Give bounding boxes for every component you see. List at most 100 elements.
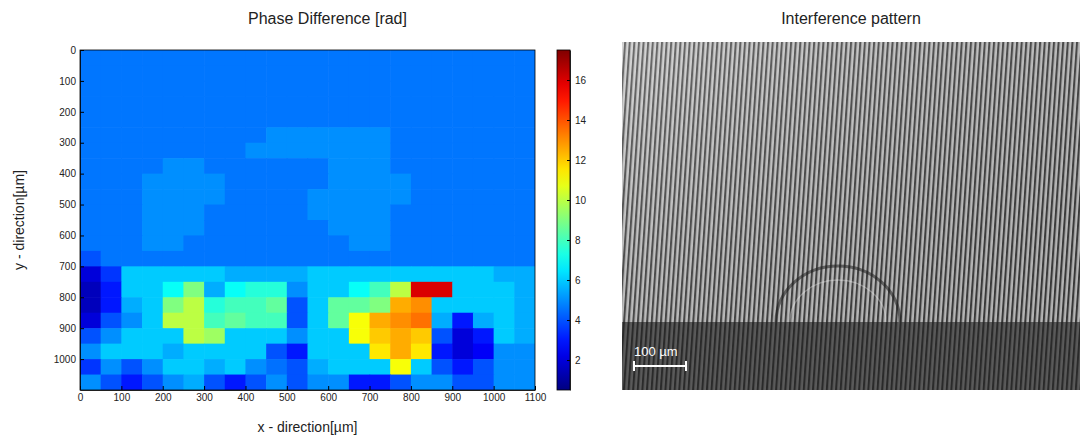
heatmap-cell: [411, 143, 432, 159]
heatmap-cell: [163, 189, 184, 205]
heatmap-cell: [121, 50, 142, 66]
heatmap-cell: [80, 50, 101, 66]
heatmap-cell: [183, 205, 204, 221]
heatmap-cell: [204, 174, 225, 190]
heatmap-cell: [411, 297, 432, 313]
heatmap-cell: [266, 50, 287, 66]
heatmap-cell: [287, 112, 308, 128]
heatmap-cell: [142, 127, 163, 143]
tick-mark: [80, 328, 84, 329]
tick-label: 800: [59, 292, 76, 303]
heatmap-cell: [494, 266, 515, 282]
heatmap-cell: [183, 359, 204, 375]
heatmap-cell: [494, 81, 515, 97]
heatmap-cell: [494, 96, 515, 112]
heatmap-cell: [245, 189, 266, 205]
heatmap-cell: [432, 235, 453, 251]
heatmap-cell: [411, 158, 432, 174]
heatmap-cell: [163, 143, 184, 159]
heatmap-cell: [142, 344, 163, 360]
heatmap-cell: [245, 375, 266, 390]
heatmap-cell: [452, 235, 473, 251]
heatmap-cell: [183, 220, 204, 236]
heatmap-cell: [287, 189, 308, 205]
heatmap-cell: [225, 81, 246, 97]
heatmap-cell: [80, 297, 101, 313]
heatmap-cell: [452, 158, 473, 174]
heatmap-cell: [245, 174, 266, 190]
heatmap-cell: [349, 158, 370, 174]
axis-line: [570, 51, 571, 391]
heatmap-cell: [287, 65, 308, 81]
heatmap-cell: [204, 313, 225, 329]
heatmap-cell: [452, 50, 473, 66]
heatmap-cell: [287, 266, 308, 282]
heatmap-cell: [266, 235, 287, 251]
heatmap-cell: [183, 127, 204, 143]
panel-title: Interference pattern: [781, 10, 921, 27]
tick-mark: [567, 240, 570, 241]
colorbar-axis: 246810121416: [567, 51, 587, 391]
y-axis: 01002003004005006007008009001000: [54, 45, 84, 391]
heatmap-cell: [432, 251, 453, 267]
heatmap-cell: [80, 174, 101, 190]
heatmap-cell: [287, 375, 308, 390]
tick-label: 6: [575, 275, 581, 286]
heatmap-cell: [494, 359, 515, 375]
tick-label: 700: [59, 261, 76, 272]
heatmap-cell: [494, 313, 515, 329]
scale-bar-label: 100 µm: [634, 344, 678, 359]
heatmap-cell: [328, 313, 349, 329]
heatmap-cell: [266, 344, 287, 360]
tick-label: 100: [59, 76, 76, 87]
heatmap-cell: [452, 344, 473, 360]
heatmap-cell: [225, 205, 246, 221]
heatmap-cell: [411, 328, 432, 344]
heatmap-cell: [349, 220, 370, 236]
heatmap-cell: [473, 235, 494, 251]
heatmap-cell: [473, 313, 494, 329]
heatmap-cell: [266, 328, 287, 344]
heatmap-cell: [183, 65, 204, 81]
heatmap-cell: [370, 266, 391, 282]
heatmap-cell: [287, 313, 308, 329]
x-axis: 010020030040050060070080090010001100: [78, 386, 547, 403]
heatmap-cell: [473, 328, 494, 344]
heatmap-cell: [121, 205, 142, 221]
heatmap-cell: [308, 235, 329, 251]
heatmap-cell: [390, 112, 411, 128]
heatmap-cell: [163, 174, 184, 190]
figure: 0100200300400500600700800900100011000100…: [0, 0, 1083, 446]
heatmap-cell: [411, 205, 432, 221]
tick-mark: [494, 386, 495, 390]
heatmap-cell: [370, 50, 391, 66]
heatmap-cell: [225, 235, 246, 251]
heatmap-cell: [432, 313, 453, 329]
heatmap-cell: [287, 158, 308, 174]
heatmap-cell: [163, 375, 184, 390]
heatmap-cell: [121, 313, 142, 329]
tick: 1100: [525, 386, 547, 403]
heatmap-cell: [225, 220, 246, 236]
heatmap-cell: [101, 297, 122, 313]
heatmap-cell: [514, 127, 535, 143]
heatmap-cell: [308, 112, 329, 128]
heatmap-cell: [101, 359, 122, 375]
tick-mark: [204, 386, 205, 390]
heatmap-cell: [142, 65, 163, 81]
heatmap-cell: [142, 112, 163, 128]
heatmap-cell: [328, 174, 349, 190]
heatmap-cell: [452, 282, 473, 298]
tick: 900: [59, 323, 84, 334]
heatmap-cell: [328, 81, 349, 97]
heatmap-cell: [225, 174, 246, 190]
heatmap-cell: [101, 127, 122, 143]
heatmap-cell: [473, 251, 494, 267]
heatmap-cell: [225, 313, 246, 329]
heatmap-cell: [411, 189, 432, 205]
heatmap-cell: [101, 174, 122, 190]
tick-mark: [80, 205, 84, 206]
heatmap-cell: [328, 127, 349, 143]
axis-line: [81, 390, 536, 391]
heatmap-cell: [432, 220, 453, 236]
